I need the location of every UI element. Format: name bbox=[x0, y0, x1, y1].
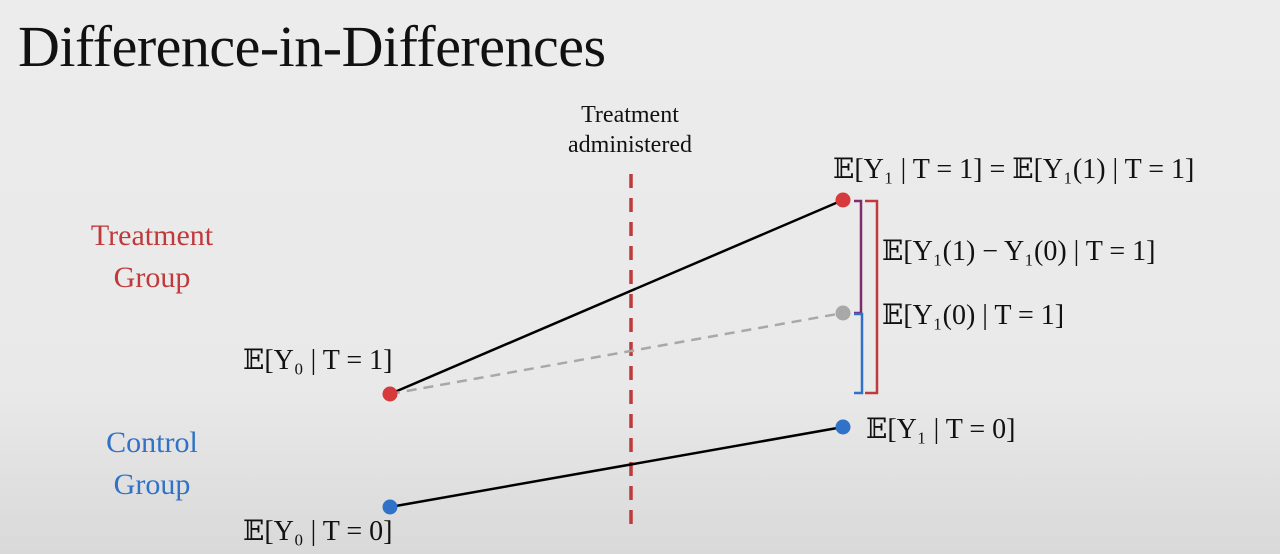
control-group-line1: Control bbox=[106, 426, 198, 459]
treatment-post-label: 𝔼[Y₁ | T = 1] = 𝔼[Y₁(1) | T = 1] bbox=[833, 154, 1195, 185]
treatment-group-line1: Treatment bbox=[90, 219, 214, 252]
control-group-label: Control Group bbox=[72, 422, 232, 506]
slide-title: Difference-in-Differences bbox=[18, 14, 606, 79]
effect-bracket bbox=[854, 199, 863, 315]
counterfactual-label: 𝔼[Y₁(0) | T = 1] bbox=[882, 300, 1065, 331]
treatment-administered-label: Treatment administered bbox=[550, 100, 710, 160]
control-post-point bbox=[835, 419, 851, 435]
counterfactual-trend-line bbox=[389, 311, 844, 396]
control-pre-label: 𝔼[Y₀ | T = 0] bbox=[243, 516, 393, 547]
treatment-trend-line bbox=[389, 198, 844, 396]
control-post-label: 𝔼[Y₁ | T = 0] bbox=[866, 414, 1016, 445]
treatment-administered-line2: administered bbox=[568, 132, 692, 158]
counterfactual-point bbox=[835, 305, 851, 321]
treatment-group-line2: Group bbox=[113, 261, 191, 294]
control-group-line2: Group bbox=[113, 468, 191, 501]
effect-label: 𝔼[Y₁(1) − Y₁(0) | T = 1] bbox=[882, 236, 1156, 267]
control-pre-point bbox=[382, 499, 398, 515]
treatment-administered-line1: Treatment bbox=[581, 102, 679, 128]
treatment-post-point bbox=[835, 192, 851, 208]
treatment-group-label: Treatment Group bbox=[72, 215, 232, 299]
total-difference-bracket bbox=[865, 199, 879, 395]
control-trend-line bbox=[389, 425, 844, 509]
treatment-pre-label: 𝔼[Y₀ | T = 1] bbox=[243, 345, 393, 376]
treatment-pre-point bbox=[382, 386, 398, 402]
baseline-bracket bbox=[854, 312, 864, 395]
